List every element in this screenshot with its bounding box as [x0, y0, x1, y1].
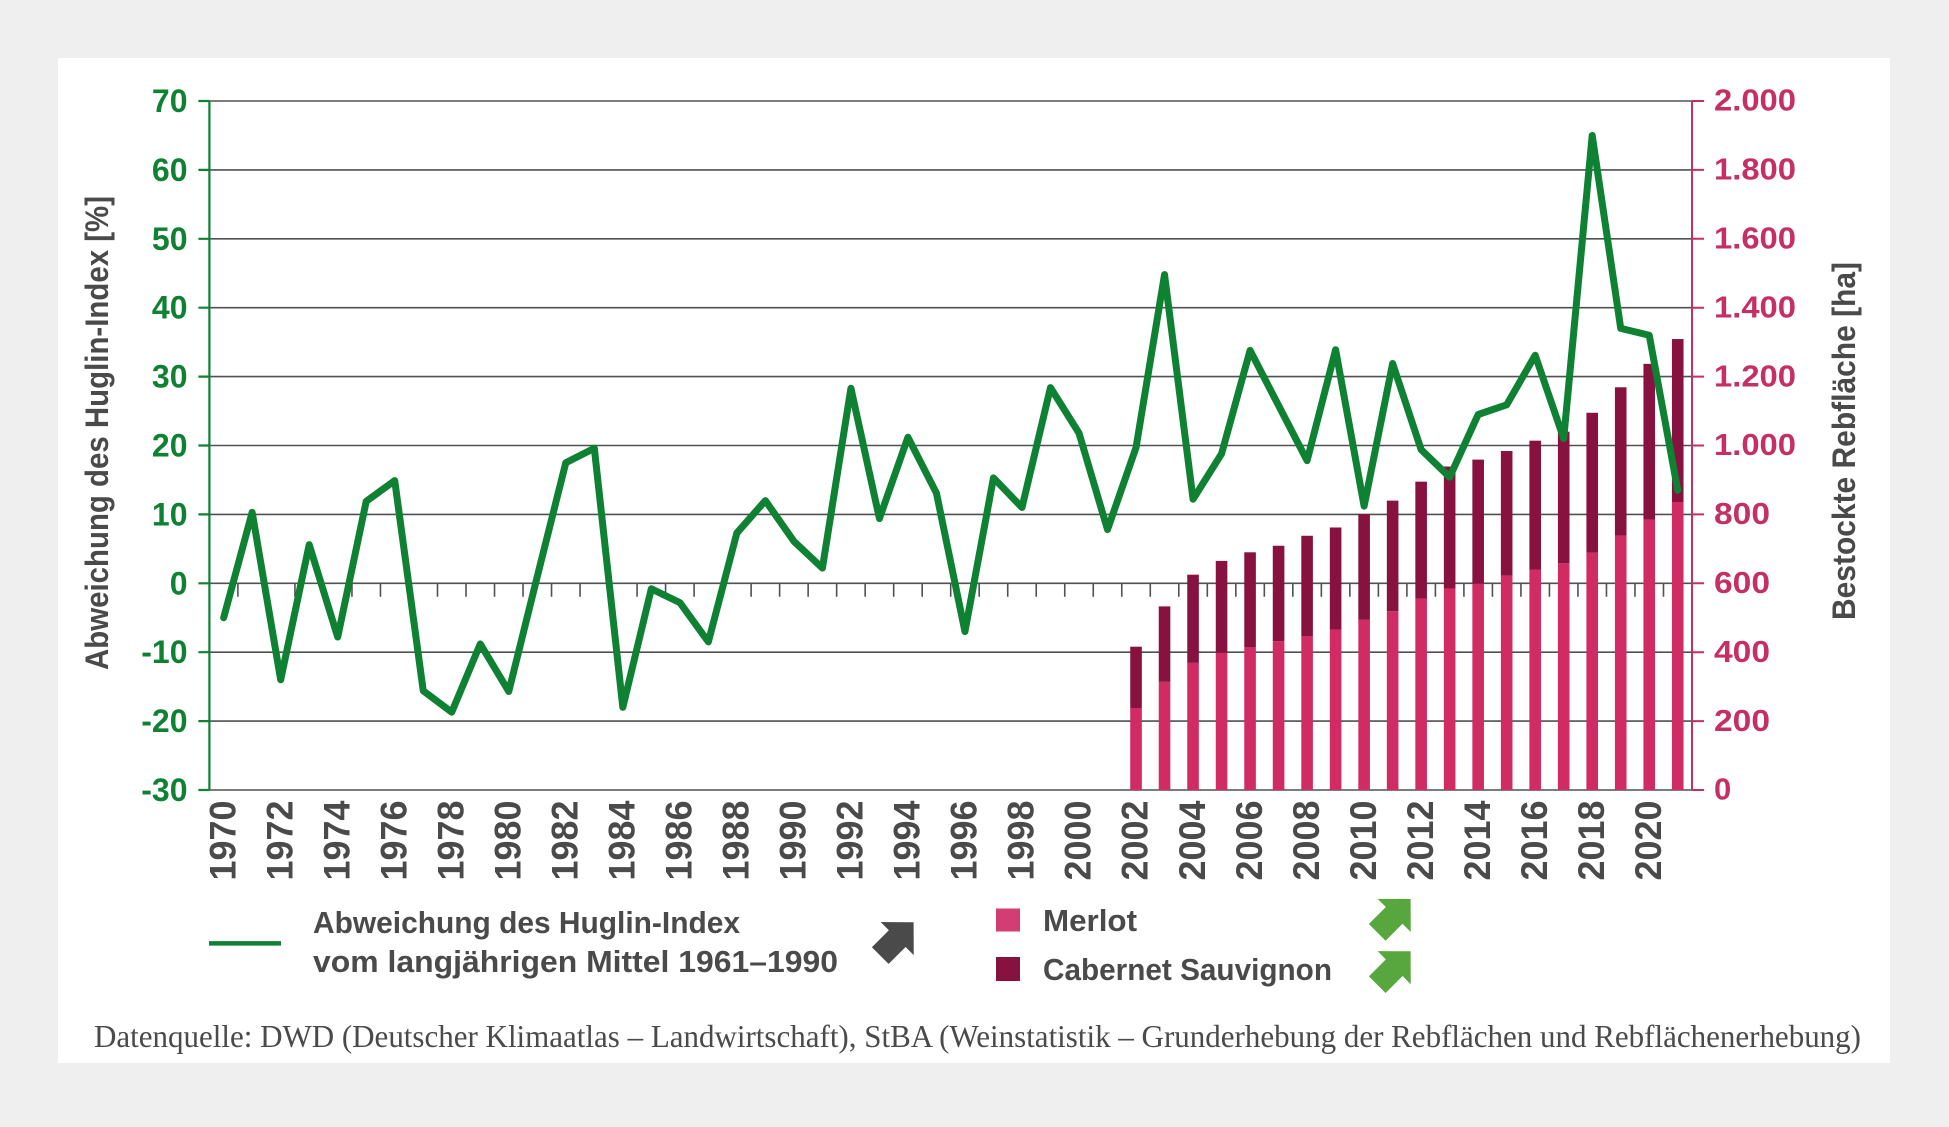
svg-text:2008: 2008 [1286, 801, 1327, 881]
svg-text:1998: 1998 [1001, 801, 1042, 881]
svg-text:-20: -20 [141, 703, 187, 739]
svg-text:30: 30 [152, 359, 188, 395]
svg-text:1972: 1972 [259, 801, 300, 881]
svg-text:1994: 1994 [887, 800, 928, 880]
svg-text:1.200: 1.200 [1714, 358, 1796, 393]
svg-text:Datenquelle: DWD (Deutscher Kl: Datenquelle: DWD (Deutscher Klimaatlas –… [94, 1018, 1861, 1054]
svg-text:800: 800 [1714, 496, 1770, 531]
svg-text:2002: 2002 [1115, 801, 1156, 881]
svg-text:1.000: 1.000 [1714, 427, 1796, 462]
svg-text:1980: 1980 [487, 801, 528, 881]
svg-text:1988: 1988 [716, 801, 757, 881]
svg-text:Abweichung des Huglin-Index: Abweichung des Huglin-Index [313, 905, 741, 940]
svg-text:1982: 1982 [544, 801, 585, 881]
svg-text:1974: 1974 [316, 800, 357, 880]
svg-text:2020: 2020 [1628, 801, 1669, 881]
svg-text:2.000: 2.000 [1714, 83, 1796, 118]
svg-text:0: 0 [170, 565, 188, 601]
svg-text:1992: 1992 [830, 801, 871, 881]
svg-text:2014: 2014 [1457, 800, 1498, 880]
svg-text:1.600: 1.600 [1714, 220, 1796, 255]
svg-text:40: 40 [152, 290, 188, 326]
svg-text:2006: 2006 [1229, 801, 1270, 881]
svg-text:1984: 1984 [602, 800, 643, 880]
svg-text:70: 70 [152, 83, 188, 119]
svg-text:2016: 2016 [1514, 801, 1555, 881]
svg-text:2012: 2012 [1400, 801, 1441, 881]
svg-text:Bestockte Rebfläche [ha]: Bestockte Rebfläche [ha] [1826, 262, 1862, 620]
svg-text:60: 60 [152, 152, 188, 188]
svg-text:Cabernet Sauvignon: Cabernet Sauvignon [1043, 952, 1332, 987]
svg-text:1.400: 1.400 [1714, 289, 1796, 324]
svg-text:-10: -10 [141, 634, 187, 670]
svg-text:2000: 2000 [1058, 801, 1099, 881]
svg-text:1978: 1978 [430, 801, 471, 881]
svg-text:2018: 2018 [1571, 801, 1612, 881]
svg-text:1986: 1986 [659, 801, 700, 881]
svg-text:2004: 2004 [1172, 800, 1213, 880]
svg-text:1996: 1996 [944, 801, 985, 881]
svg-text:200: 200 [1714, 703, 1770, 738]
svg-text:1976: 1976 [373, 801, 414, 881]
svg-text:Merlot: Merlot [1043, 903, 1137, 938]
svg-text:400: 400 [1714, 634, 1770, 669]
svg-text:1.800: 1.800 [1714, 152, 1796, 187]
svg-text:10: 10 [152, 496, 188, 532]
svg-text:600: 600 [1714, 565, 1770, 600]
svg-text:20: 20 [152, 427, 188, 463]
svg-text:vom langjährigen Mittel 1961–1: vom langjährigen Mittel 1961–1990 [313, 944, 838, 979]
svg-text:Abweichung des Huglin-Index [%: Abweichung des Huglin-Index [%] [79, 196, 115, 670]
svg-text:1970: 1970 [202, 801, 243, 881]
svg-text:-30: -30 [141, 772, 187, 808]
svg-text:1990: 1990 [773, 801, 814, 881]
svg-text:50: 50 [152, 221, 188, 257]
svg-text:0: 0 [1714, 772, 1731, 807]
svg-text:2010: 2010 [1343, 801, 1384, 881]
